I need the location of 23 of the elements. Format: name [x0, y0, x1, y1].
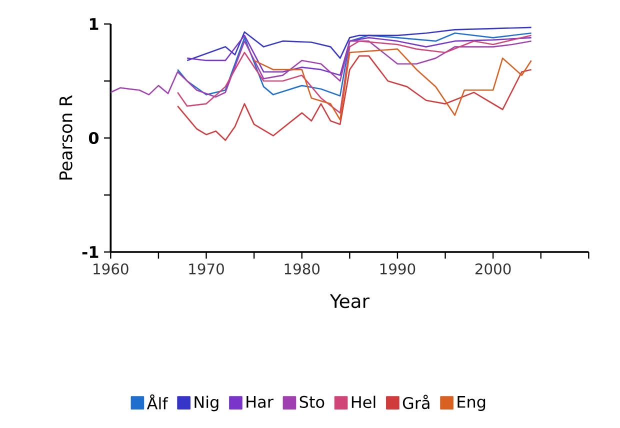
x-tick-label: 1980 — [284, 263, 320, 274]
x-tick-label: 2000 — [475, 263, 511, 274]
y-axis-title: Pearson R — [59, 95, 72, 180]
line-series — [186, 34, 532, 76]
y-tick-label: 1 — [90, 18, 98, 30]
x-tick-label: 1990 — [380, 263, 416, 274]
line-series — [186, 26, 532, 62]
legend-label: Nig — [194, 396, 218, 412]
y-tick-label: -1 — [82, 246, 98, 258]
legend-label: Har — [246, 396, 274, 408]
line-series — [176, 32, 532, 96]
legend-label: Ålf — [146, 394, 168, 410]
line-series — [253, 48, 532, 120]
legend-label: Eng — [458, 396, 486, 411]
legend-label: Sto — [300, 396, 324, 408]
y-tick-label: 0 — [88, 132, 99, 144]
line-series — [176, 55, 532, 141]
legend-label: Hel — [352, 396, 376, 408]
line-series — [176, 34, 532, 114]
x-axis-title: Year — [330, 294, 370, 308]
x-tick-label: 1960 — [94, 263, 128, 274]
legend-label: Grå — [402, 394, 430, 410]
x-tick-label: 1970 — [189, 263, 224, 274]
